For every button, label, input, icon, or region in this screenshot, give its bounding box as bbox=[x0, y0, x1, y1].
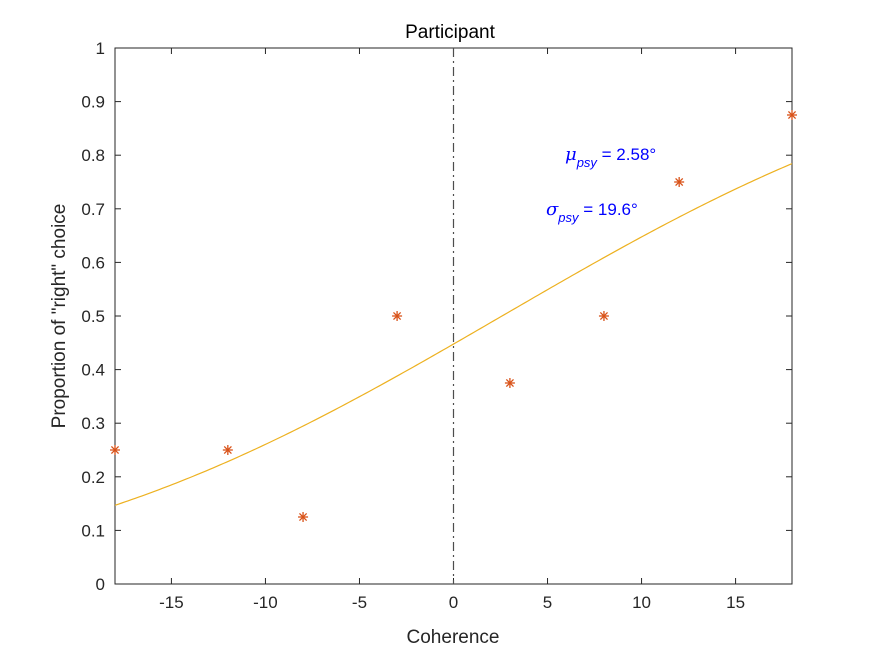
sigma-value: = 19.6° bbox=[579, 200, 638, 219]
x-tick-label: 5 bbox=[543, 593, 552, 612]
y-tick-label: 0.8 bbox=[81, 146, 105, 165]
y-tick-label: 0 bbox=[96, 575, 105, 594]
y-tick-label: 0.5 bbox=[81, 307, 105, 326]
y-tick-label: 1 bbox=[96, 39, 105, 58]
svg-text:σpsy = 19.6°: σpsy = 19.6° bbox=[546, 199, 638, 225]
data-point bbox=[598, 311, 609, 321]
x-tick-label: -5 bbox=[352, 593, 367, 612]
mu-symbol: μ bbox=[565, 144, 577, 165]
data-point bbox=[298, 512, 309, 522]
y-tick-label: 0.1 bbox=[81, 521, 105, 540]
y-tick-label: 0.7 bbox=[81, 200, 105, 219]
data-point bbox=[110, 445, 120, 455]
data-point bbox=[222, 445, 233, 455]
y-tick-label: 0.4 bbox=[81, 361, 105, 380]
mu-psy-annotation: μpsy = 2.58° bbox=[565, 144, 656, 170]
chart-title: Participant bbox=[405, 22, 495, 43]
y-axis-label: Proportion of "right" choice bbox=[49, 204, 70, 429]
sigma-psy-annotation: σpsy = 19.6° bbox=[546, 199, 638, 225]
y-tick-label: 0.3 bbox=[81, 414, 105, 433]
y-tick-label: 0.9 bbox=[81, 93, 105, 112]
x-axis-label: Coherence bbox=[407, 627, 500, 648]
y-tick-label: 0.2 bbox=[81, 468, 105, 487]
psychometric-fit-curve bbox=[114, 163, 793, 506]
data-point bbox=[504, 378, 515, 388]
data-point bbox=[787, 110, 797, 120]
x-tick-label: -10 bbox=[253, 593, 278, 612]
mu-value: = 2.58° bbox=[597, 145, 656, 164]
y-tick-label: 0.6 bbox=[81, 253, 105, 272]
sigma-symbol: σ bbox=[546, 199, 559, 220]
x-tick-label: 0 bbox=[449, 593, 458, 612]
x-tick-label: -15 bbox=[159, 593, 184, 612]
sigma-subscript: psy bbox=[557, 210, 580, 225]
mu-subscript: psy bbox=[576, 155, 599, 170]
x-tick-label: 10 bbox=[632, 593, 651, 612]
svg-text:μpsy = 2.58°: μpsy = 2.58° bbox=[565, 144, 656, 170]
plot-area: -15 -10 -5 0 5 10 15 0 0.1 0.2 0.3 0.4 0.5 0.6 0.7 0.8 0… bbox=[81, 39, 797, 612]
x-tick-label: 15 bbox=[726, 593, 745, 612]
data-point bbox=[674, 177, 685, 187]
data-point bbox=[392, 311, 403, 321]
